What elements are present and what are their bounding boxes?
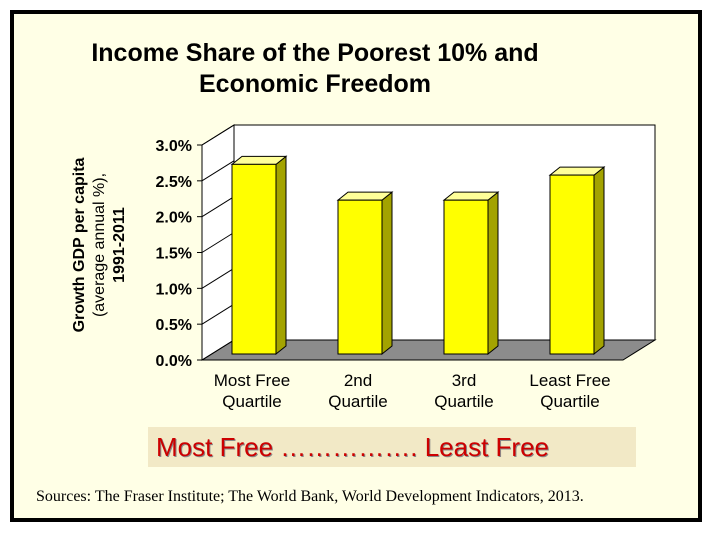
category-label-line-2: Quartile bbox=[328, 392, 388, 411]
category-label-line-2: Quartile bbox=[434, 392, 494, 411]
bar-side bbox=[275, 155, 287, 356]
y-tick-depth-line bbox=[201, 303, 235, 325]
bar-top bbox=[548, 166, 606, 176]
category-label-line-1: Most Free bbox=[213, 371, 291, 390]
category-label-line-1: 3rd bbox=[451, 371, 477, 390]
chart-title: Income Share of the Poorest 10% and Econ… bbox=[0, 38, 630, 100]
y-tick-label: 1.0% bbox=[156, 281, 192, 298]
freedom-scale-text: Most Free ……………. Least Free bbox=[156, 432, 549, 462]
y-tick-depth-line bbox=[201, 267, 235, 289]
chart-title-line-2: Economic Freedom bbox=[199, 70, 431, 98]
plot-area: 0.0% 0.5% 1.0% 1.5% 2.0% 2.5% 3.0% bbox=[156, 124, 657, 370]
category-label-line-2: Quartile bbox=[222, 392, 282, 411]
bar bbox=[549, 174, 595, 355]
y-tick-label: 2.5% bbox=[156, 174, 192, 191]
y-tick-label: 2.0% bbox=[156, 210, 192, 227]
bar-side bbox=[593, 166, 605, 356]
category-label-2nd: 2nd Quartile bbox=[303, 370, 413, 412]
y-tick-label: 0.5% bbox=[156, 317, 192, 334]
category-label-line-1: Least Free bbox=[529, 371, 611, 390]
y-tick-label: 0.0% bbox=[156, 353, 192, 370]
bar bbox=[337, 199, 383, 355]
y-tick-label: 3.0% bbox=[156, 138, 192, 155]
y-tick-depth-line bbox=[201, 196, 235, 218]
bar-side bbox=[381, 191, 393, 356]
bar bbox=[231, 163, 277, 355]
y-tick-label: 1.5% bbox=[156, 246, 192, 263]
bar-top bbox=[336, 191, 394, 201]
category-label-most-free: Most Free Quartile bbox=[197, 370, 307, 412]
bar-top bbox=[442, 191, 500, 201]
sources-note: Sources: The Fraser Institute; The World… bbox=[36, 488, 584, 505]
category-label-3rd: 3rd Quartile bbox=[409, 370, 519, 412]
y-tick-depth-line bbox=[201, 160, 235, 182]
category-label-line-1: 2nd bbox=[343, 371, 373, 390]
y-tick-depth-line bbox=[201, 124, 235, 146]
y-tick-depth-line bbox=[201, 339, 235, 361]
bar-top bbox=[230, 155, 288, 165]
bar-side bbox=[487, 191, 499, 356]
chart-title-line-1: Income Share of the Poorest 10% and bbox=[91, 39, 539, 67]
bar bbox=[443, 199, 489, 355]
category-label-least-free: Least Free Quartile bbox=[515, 370, 625, 412]
category-label-line-2: Quartile bbox=[540, 392, 600, 411]
freedom-scale-banner: Most Free ……………. Least Free bbox=[148, 427, 636, 467]
y-tick-depth-line bbox=[201, 232, 235, 253]
